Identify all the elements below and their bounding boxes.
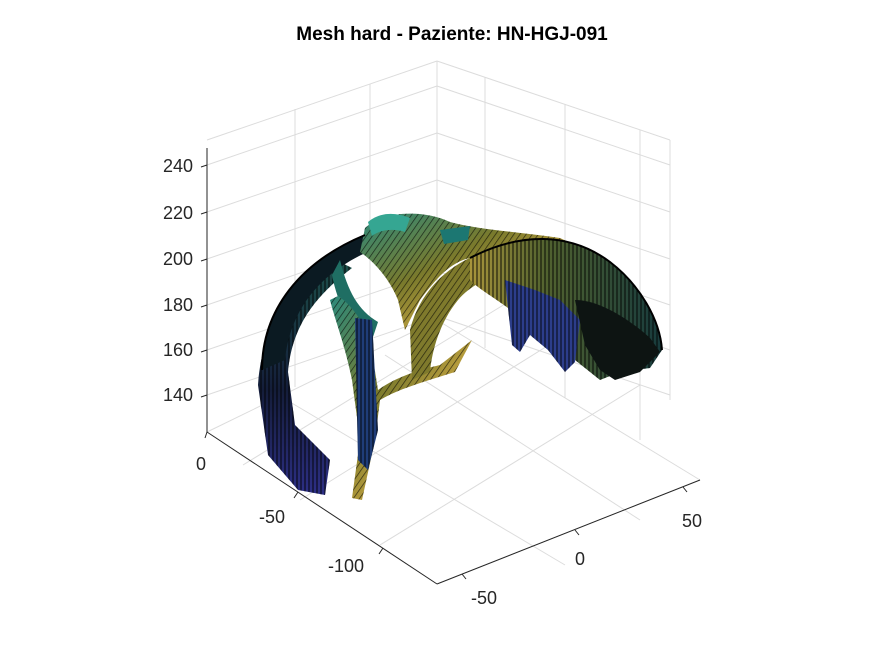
z-tick-label: 140 (163, 385, 193, 405)
y-axis-ticks: 0 -50 -100 (196, 431, 384, 576)
x-tick-label: -50 (471, 588, 497, 608)
z-tick-label: 180 (163, 295, 193, 315)
mesh-surface (258, 213, 663, 500)
axes (206, 148, 701, 585)
y-tick-label: 0 (196, 454, 206, 474)
x-tick-label: 0 (575, 549, 585, 569)
z-tick-label: 200 (163, 249, 193, 269)
z-tick-label: 220 (163, 203, 193, 223)
y-tick-label: -100 (328, 556, 364, 576)
y-tick-label: -50 (259, 507, 285, 527)
chart-title: Mesh hard - Paziente: HN-HGJ-091 (296, 24, 608, 45)
z-tick-label: 160 (163, 340, 193, 360)
x-axis-ticks: 50 0 -50 (461, 486, 702, 608)
z-tick-label: 240 (163, 156, 193, 176)
x-tick-label: 50 (682, 511, 702, 531)
z-axis-ticks: 240 220 200 180 160 140 (163, 156, 208, 405)
